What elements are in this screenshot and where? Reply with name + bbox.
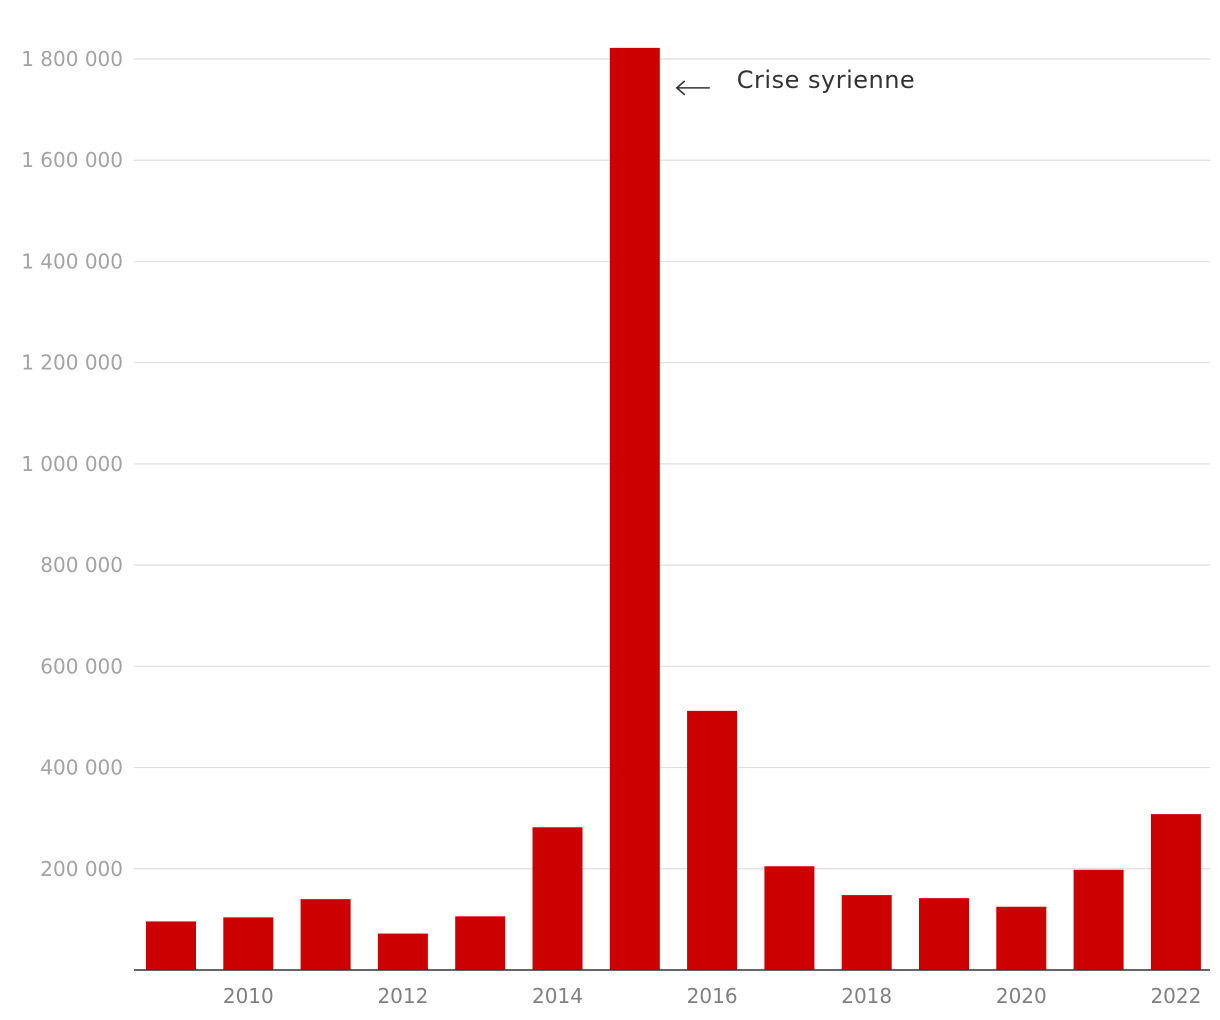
y-tick-label: 200 000: [40, 857, 123, 881]
y-tick-label: 1 200 000: [21, 351, 123, 375]
x-tick-label: 2016: [687, 984, 738, 1008]
y-tick-label: 800 000: [40, 553, 123, 577]
bar-2010: [223, 917, 274, 970]
y-tick-label: 600 000: [40, 654, 123, 678]
annotation-arrow: [675, 80, 710, 96]
bar-2012: [377, 933, 428, 970]
y-tick-label: 1 800 000: [21, 47, 123, 71]
bar-2009: [146, 921, 196, 970]
gridlines: [134, 58, 1210, 870]
x-tick-label: 2018: [841, 984, 892, 1008]
annotation: Crise syrienne: [675, 66, 915, 96]
annotation-text: Crise syrienne: [737, 66, 915, 94]
x-tick-label: 2020: [996, 984, 1047, 1008]
y-tick-label: 1 600 000: [21, 148, 123, 172]
x-axis-tick-labels: 2010 2012 2014 2016 2018 2020 2022: [223, 984, 1202, 1008]
bar-2020: [996, 906, 1047, 970]
y-axis-tick-labels: 200 000 400 000 600 000 800 000 1 000 000 1 2…: [21, 47, 123, 881]
bar-2018: [841, 895, 892, 970]
y-tick-label: 400 000: [40, 756, 123, 780]
bar-2017: [764, 866, 815, 970]
x-tick-label: 2010: [223, 984, 274, 1008]
bars: [146, 47, 1201, 971]
bar-2015: [609, 47, 660, 971]
y-tick-label: 1 400 000: [21, 249, 123, 273]
bar-2021: [1073, 869, 1124, 970]
x-tick-label: 2022: [1150, 984, 1201, 1008]
bar-2011: [300, 899, 351, 970]
bar-2013: [455, 916, 506, 970]
bar-2014: [532, 827, 583, 970]
bar-2016: [687, 710, 738, 970]
bar-2022: [1150, 814, 1201, 970]
x-tick-label: 2014: [532, 984, 583, 1008]
y-tick-label: 1 000 000: [21, 452, 123, 476]
bar-2019: [919, 898, 969, 970]
x-tick-label: 2012: [377, 984, 428, 1008]
